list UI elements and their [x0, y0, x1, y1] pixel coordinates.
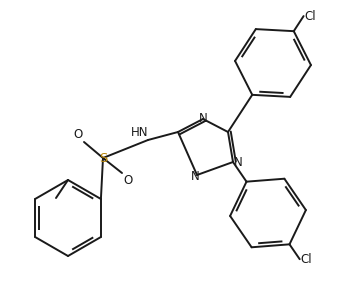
Text: O: O	[124, 175, 132, 187]
Text: N: N	[234, 155, 243, 169]
Text: N: N	[191, 170, 199, 184]
Text: Cl: Cl	[305, 10, 316, 23]
Text: HN: HN	[131, 126, 149, 138]
Text: S: S	[99, 152, 107, 164]
Text: O: O	[73, 127, 82, 141]
Text: N: N	[199, 112, 207, 124]
Text: Cl: Cl	[301, 253, 313, 266]
